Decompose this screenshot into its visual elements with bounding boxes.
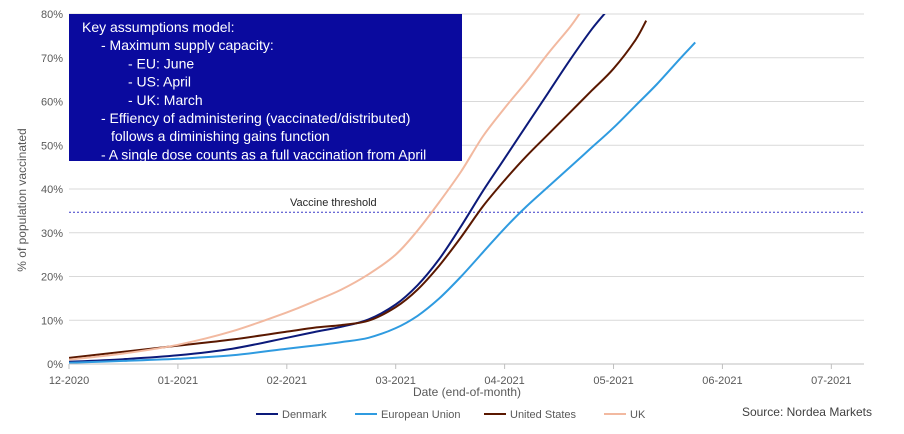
x-tick-label: 01-2021 [158, 375, 198, 387]
source-note: Source: Nordea Markets [742, 405, 872, 419]
assumption-line: - Maximum supply capacity: [101, 37, 274, 53]
legend-label: UK [630, 409, 646, 421]
y-tick-label: 20% [41, 272, 63, 284]
threshold-group: Vaccine threshold [69, 197, 864, 213]
y-tick-label: 10% [41, 315, 63, 327]
x-tick-label: 05-2021 [593, 375, 633, 387]
y-tick-label: 60% [41, 97, 63, 109]
y-tick-label: 50% [41, 140, 63, 152]
legend-item: Denmark [256, 409, 327, 421]
legend-label: Denmark [282, 409, 327, 421]
assumption-line: - UK: March [128, 92, 203, 108]
series-line-uk [69, 14, 581, 361]
x-tick-label: 06-2021 [702, 375, 742, 387]
series-line-united-states [69, 20, 648, 359]
series-line-denmark [69, 14, 606, 363]
assumptions-box-bg [69, 14, 462, 161]
legend-item: United States [484, 409, 577, 421]
x-axis-title: Date (end-of-month) [413, 385, 521, 399]
y-tick-label: 70% [41, 53, 63, 65]
y-tick-label: 0% [47, 359, 63, 371]
x-tick-label: 04-2021 [484, 375, 524, 387]
legend-item: European Union [355, 409, 461, 421]
assumptions-box: Key assumptions model: - Maximum supply c… [69, 14, 462, 162]
axes: 0% 10% 20% 30% 40% 50% 60% 70% 80% 12-2020 01-2021… [41, 9, 864, 387]
legend-label: United States [510, 409, 577, 421]
assumption-line: - A single dose counts as a full vaccina… [101, 146, 426, 162]
legend-item: UK [604, 409, 646, 421]
threshold-label: Vaccine threshold [290, 197, 377, 209]
y-tick-label: 80% [41, 9, 63, 21]
x-tick-label: 07-2021 [811, 375, 851, 387]
assumption-line: - US: April [128, 74, 191, 90]
y-tick-label: 30% [41, 228, 63, 240]
assumption-line: follows a diminishing gains function [111, 128, 330, 144]
x-tick-label: 12-2020 [49, 375, 89, 387]
assumption-line: - Effiency of administering (vaccinated/… [101, 110, 410, 126]
assumption-line: - EU: June [128, 55, 194, 71]
y-tick-label: 40% [41, 184, 63, 196]
x-tick-label: 02-2021 [267, 375, 307, 387]
series-lines [69, 14, 696, 364]
assumption-line: Key assumptions model: [82, 19, 235, 35]
legend-label: European Union [381, 409, 461, 421]
x-tick-label: 03-2021 [376, 375, 416, 387]
series-line-european-union [69, 41, 696, 364]
y-axis-title: % of population vaccinated [15, 128, 29, 271]
legend: Denmark European Union United States UK [256, 409, 646, 421]
